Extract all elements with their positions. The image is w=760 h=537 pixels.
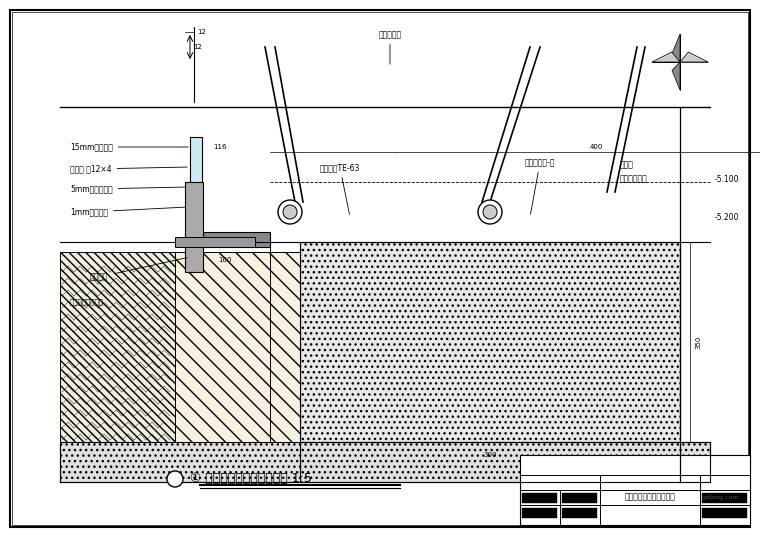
Text: -5.200: -5.200 [715, 213, 739, 221]
Polygon shape [652, 52, 680, 62]
Bar [185, 182, 203, 272]
Text: 高空平合置套: 高空平合置套 [620, 174, 648, 183]
Bar [562, 508, 597, 518]
Text: 连接无裂TE-63: 连接无裂TE-63 [320, 163, 360, 214]
Text: 15mm钢化玻璃: 15mm钢化玻璃 [70, 142, 188, 151]
Text: 不锈钢拉杆: 不锈钢拉杆 [378, 30, 401, 64]
Circle shape [278, 200, 302, 224]
Polygon shape [300, 442, 710, 482]
Polygon shape [680, 52, 708, 62]
Text: 116: 116 [214, 144, 226, 150]
Text: 内置墙: 内置墙 [620, 160, 634, 169]
Bar [190, 137, 202, 232]
Polygon shape [672, 34, 680, 62]
Text: 点式幕墙下收口竖剖节点: 点式幕墙下收口竖剖节点 [625, 492, 676, 502]
Polygon shape [672, 62, 680, 90]
Text: 底边填充防水条层: 底边填充防水条层 [70, 299, 104, 306]
Bar [175, 237, 255, 247]
Polygon shape [175, 252, 300, 442]
Bar [185, 232, 270, 247]
Circle shape [167, 471, 183, 487]
Text: 5mm泡沫填充剂: 5mm泡沫填充剂 [70, 185, 185, 193]
Text: 1mm不锈钢板: 1mm不锈钢板 [70, 207, 185, 216]
Text: ① 点式幕墙下收口竖剖节点 1:5: ① 点式幕墙下收口竖剖节点 1:5 [190, 473, 312, 485]
Text: 底部填充: 底部填充 [90, 258, 187, 281]
Bar [520, 455, 750, 525]
Bar [522, 493, 557, 503]
Text: 12: 12 [197, 29, 206, 35]
Text: 连接无裂涂-刮: 连接无裂涂-刮 [524, 158, 556, 214]
Text: 400: 400 [589, 144, 603, 150]
Text: 12: 12 [193, 44, 202, 50]
Circle shape [478, 200, 502, 224]
Text: -5.100: -5.100 [715, 176, 739, 185]
Bar [702, 493, 747, 503]
Bar [562, 493, 597, 503]
Text: 100: 100 [218, 257, 232, 263]
Text: 300: 300 [483, 452, 497, 458]
Bar [522, 508, 557, 518]
Text: 结构胶 宽12×4: 结构胶 宽12×4 [70, 164, 187, 173]
Polygon shape [300, 242, 680, 442]
Circle shape [483, 205, 497, 219]
Circle shape [283, 205, 297, 219]
Polygon shape [60, 252, 175, 442]
Polygon shape [60, 442, 300, 482]
Text: gafpng.com: gafpng.com [701, 495, 739, 499]
Text: 350: 350 [695, 335, 701, 349]
Text: ①: ① [171, 474, 179, 484]
Bar [702, 508, 747, 518]
